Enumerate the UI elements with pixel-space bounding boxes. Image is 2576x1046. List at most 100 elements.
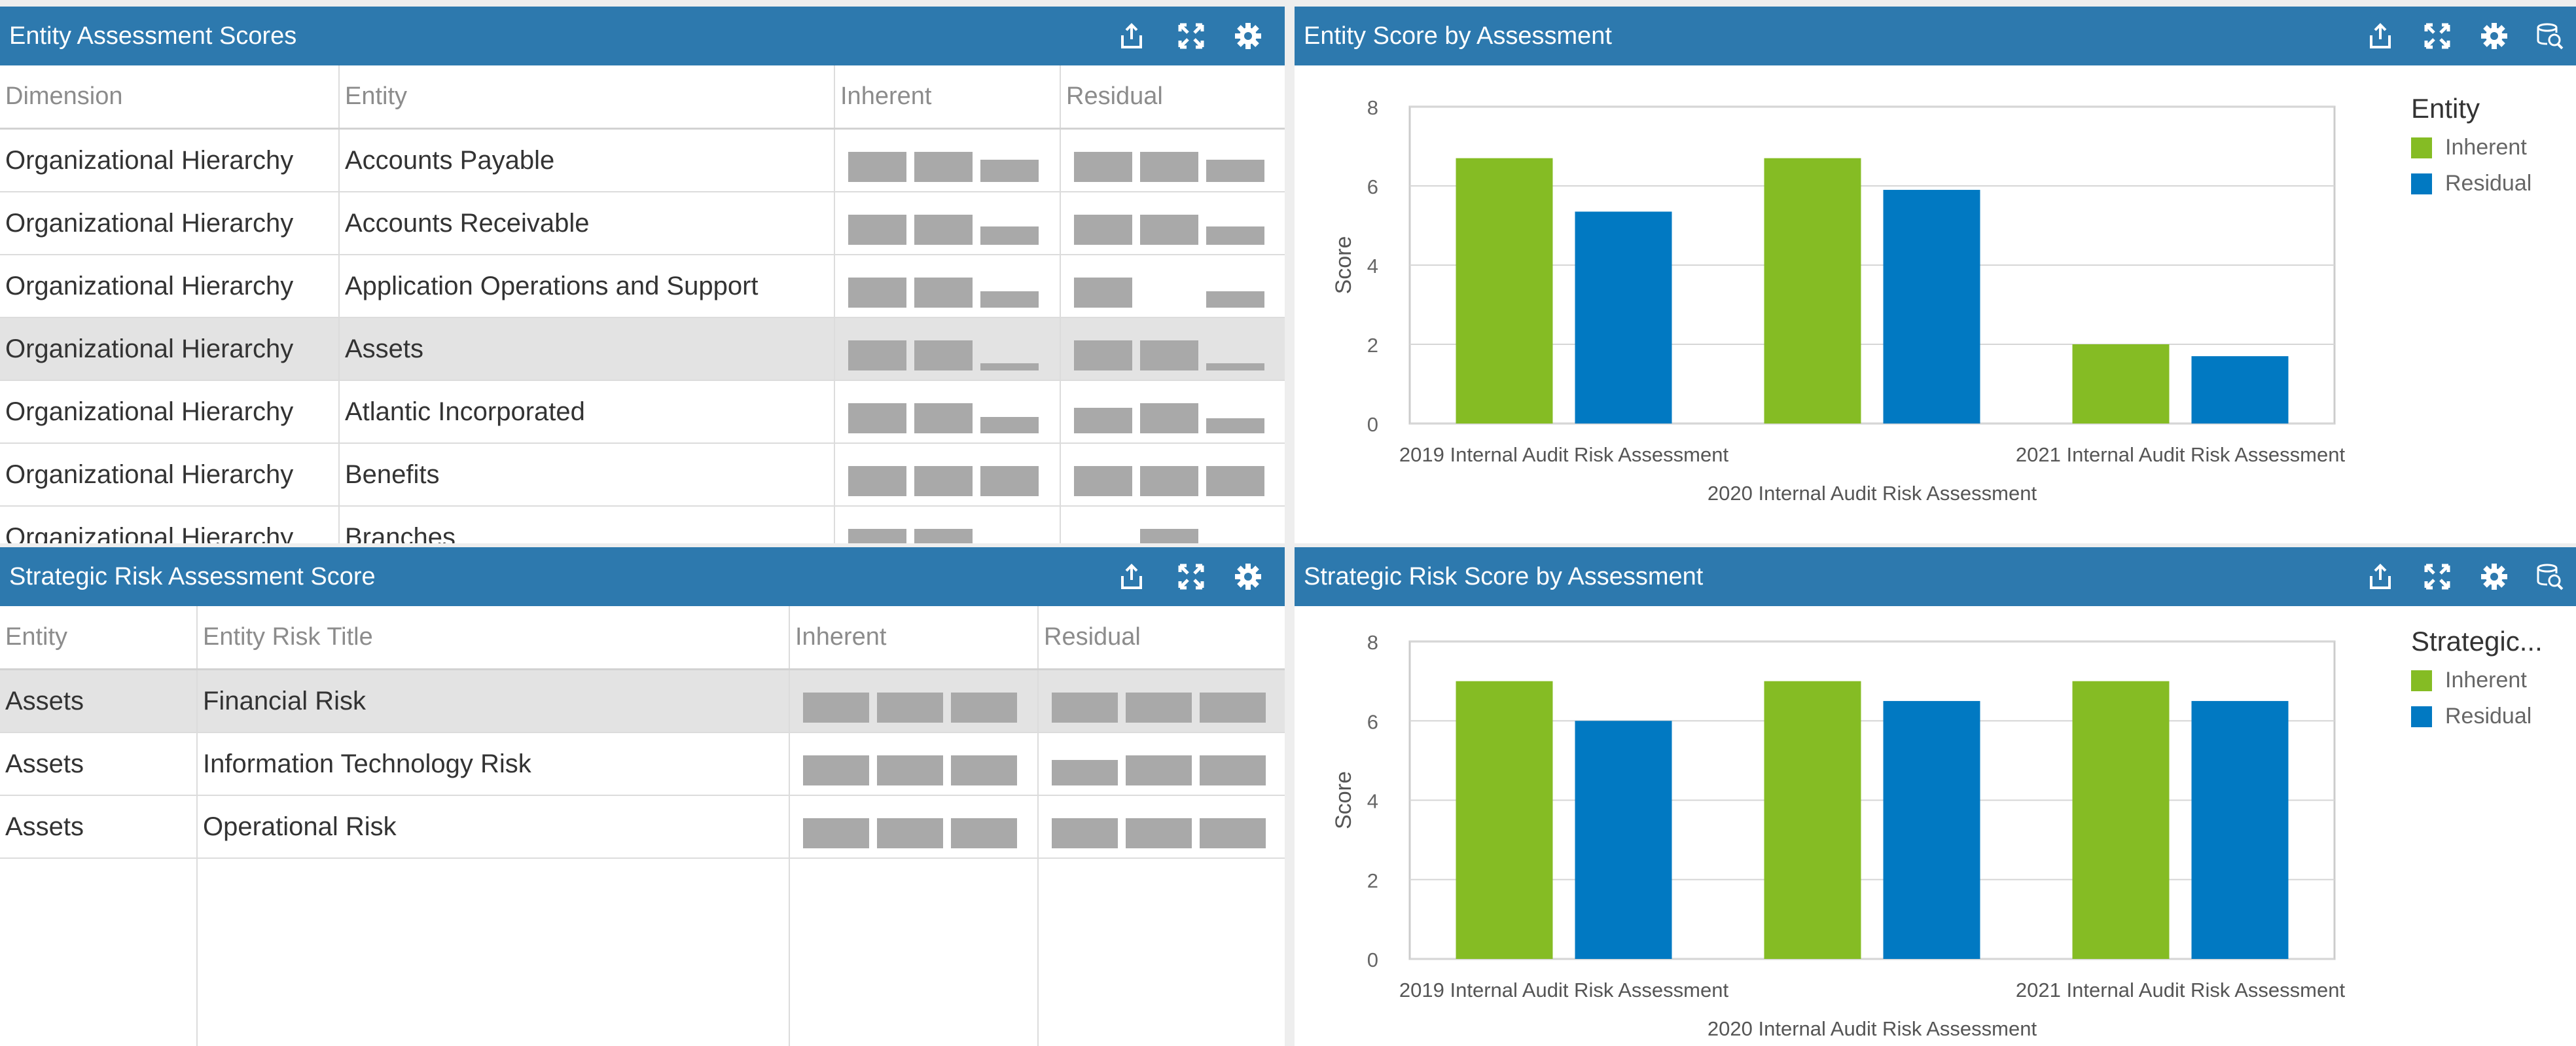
score-bar: [914, 466, 973, 496]
column-header-residual[interactable]: Residual: [1060, 65, 1285, 130]
panel-header: Strategic Risk Assessment Score: [0, 547, 1285, 606]
dimension-cell: Organizational Hierarchy: [0, 255, 340, 318]
column-header-inherent[interactable]: Inherent: [789, 606, 1039, 670]
score-bar: [1206, 159, 1264, 182]
export-icon[interactable]: [2365, 562, 2395, 592]
y-tick-label: 0: [1367, 413, 1378, 436]
table-row[interactable]: Organizational Hierarchy Accounts Receiva…: [0, 192, 1285, 255]
bar-residual-1: [1575, 721, 1672, 959]
strategic-grid-wrap: Entity Entity Risk Title Inherent Residu…: [0, 606, 1285, 1046]
score-bar: [980, 466, 1039, 496]
column-header-inherent[interactable]: Inherent: [834, 65, 1061, 130]
score-bar: [1200, 755, 1266, 785]
export-icon[interactable]: [1117, 562, 1147, 592]
table-row[interactable]: Organizational Hierarchy Branches: [0, 506, 1285, 543]
entity-cell: Accounts Payable: [339, 128, 835, 192]
score-bar: [980, 159, 1039, 182]
expand-icon[interactable]: [1176, 21, 1206, 51]
table-row[interactable]: Organizational Hierarchy Assets: [0, 317, 1285, 381]
score-bars: [848, 215, 1059, 245]
chart-legend: Strategic... Inherent Residual: [2411, 626, 2568, 729]
score-bar: [914, 152, 973, 182]
score-bar: [1074, 278, 1132, 308]
table-row[interactable]: Assets Information Technology Risk: [0, 732, 1285, 796]
legend-item-inherent[interactable]: Inherent: [2411, 135, 2568, 160]
score-bar: [914, 340, 973, 370]
score-bars: [848, 152, 1059, 182]
score-bars: [803, 693, 1037, 723]
table-row[interactable]: Organizational Hierarchy Accounts Payable: [0, 128, 1285, 192]
score-bar: [980, 363, 1039, 370]
column-header-entity[interactable]: Entity: [339, 65, 835, 130]
gear-icon[interactable]: [2479, 562, 2509, 592]
inherent-score-cell: [834, 380, 1061, 444]
gear-icon[interactable]: [1233, 21, 1263, 51]
score-bar: [1206, 466, 1264, 496]
residual-score-cell: [1060, 128, 1285, 192]
entity-cell: Assets: [0, 732, 198, 796]
bar-residual-3: [2191, 700, 2289, 959]
score-bar: [848, 529, 906, 543]
score-bar: [1206, 418, 1264, 433]
column-header-dimension[interactable]: Dimension: [0, 65, 340, 130]
bar-inherent-1: [1456, 158, 1553, 424]
score-bar: [848, 340, 906, 370]
dimension-cell: Organizational Hierarchy: [0, 128, 340, 192]
score-bar: [877, 693, 943, 723]
legend-item-inherent[interactable]: Inherent: [2411, 668, 2568, 693]
score-bars: [1074, 466, 1285, 496]
panel-header: Entity Score by Assessment: [1295, 7, 2576, 65]
column-header-residual[interactable]: Residual: [1038, 606, 1285, 670]
column-header-entity-risk-title[interactable]: Entity Risk Title: [197, 606, 790, 670]
legend-title: Strategic...: [2411, 626, 2543, 657]
bar-inherent-3: [2072, 344, 2170, 424]
table-row[interactable]: Organizational Hierarchy Benefits: [0, 443, 1285, 507]
entity-assessment-panel: Entity Assessment Scores Dimension Entit…: [0, 7, 1285, 543]
dimension-cell: Organizational Hierarchy: [0, 192, 340, 255]
score-bars: [848, 340, 1059, 370]
table-row[interactable]: Organizational Hierarchy Atlantic Incorpo…: [0, 380, 1285, 444]
table-row[interactable]: Assets Financial Risk: [0, 669, 1285, 733]
bar-inherent-3: [2072, 681, 2170, 959]
empty-cell: [789, 858, 1039, 1046]
score-bar: [803, 693, 869, 723]
x-category-label: 2019 Internal Audit Risk Assessment: [1399, 443, 1729, 466]
gear-icon[interactable]: [2479, 21, 2509, 51]
expand-icon[interactable]: [2422, 562, 2452, 592]
score-bar: [951, 818, 1017, 848]
table-row[interactable]: Organizational Hierarchy Application Oper…: [0, 255, 1285, 318]
dimension-cell: Organizational Hierarchy: [0, 443, 340, 507]
export-icon[interactable]: [2365, 21, 2395, 51]
y-tick-label: 2: [1367, 869, 1378, 892]
score-bar: [951, 755, 1017, 785]
score-bar: [980, 226, 1039, 245]
legend-item-residual[interactable]: Residual: [2411, 704, 2568, 729]
score-bar: [1126, 693, 1192, 723]
table-row[interactable]: Assets Operational Risk: [0, 795, 1285, 859]
panel-title: Entity Assessment Scores: [9, 22, 297, 50]
bar-residual-2: [1883, 700, 1980, 959]
score-bar: [1140, 466, 1198, 496]
export-icon[interactable]: [1117, 21, 1147, 51]
entity-risk-title-cell: Financial Risk: [197, 669, 790, 733]
entity-cell: Atlantic Incorporated: [339, 380, 835, 444]
expand-icon[interactable]: [1176, 562, 1206, 592]
score-bars: [1074, 152, 1285, 182]
gear-icon[interactable]: [1233, 562, 1263, 592]
score-bar: [848, 152, 906, 182]
residual-score-cell: [1060, 192, 1285, 255]
legend-item-residual[interactable]: Residual: [2411, 171, 2568, 196]
score-bars: [1074, 403, 1285, 433]
data-explore-icon[interactable]: [2534, 21, 2564, 51]
score-bar: [1074, 340, 1132, 370]
score-bar: [1140, 403, 1198, 433]
y-tick-label: 6: [1367, 710, 1378, 733]
expand-icon[interactable]: [2422, 21, 2452, 51]
score-bar: [1140, 215, 1198, 245]
bar-residual-3: [2191, 356, 2289, 424]
column-header-entity[interactable]: Entity: [0, 606, 198, 670]
y-tick-label: 8: [1367, 631, 1378, 654]
bar-inherent-1: [1456, 681, 1553, 959]
strategic-grid: Entity Entity Risk Title Inherent Residu…: [0, 606, 1285, 1046]
data-explore-icon[interactable]: [2534, 562, 2564, 592]
